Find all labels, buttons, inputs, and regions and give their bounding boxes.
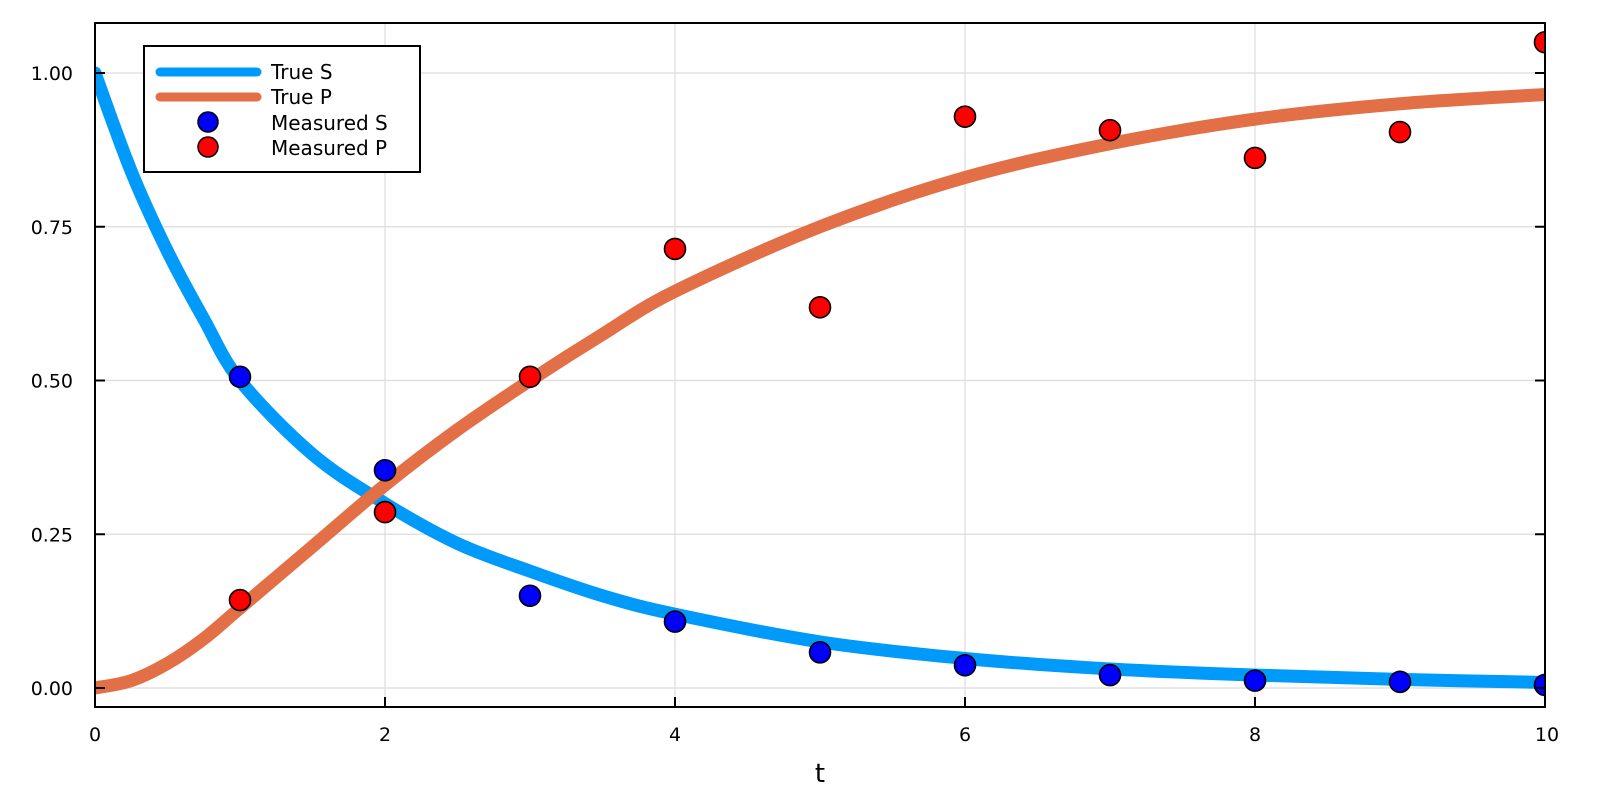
marker-measured-p <box>518 365 542 389</box>
x-tick-label: 2 <box>379 724 391 746</box>
legend-marker-measured-s-icon <box>197 111 219 133</box>
marker-measured-s <box>663 610 687 633</box>
x-tick-label: 6 <box>959 724 971 746</box>
x-tick-label: 10 <box>1535 724 1559 746</box>
y-tick-label: 0.25 <box>31 524 73 546</box>
marker-measured-p <box>1388 120 1412 144</box>
marker-measured-s <box>808 641 832 664</box>
marker-measured-s <box>1388 670 1412 694</box>
series-lines <box>95 66 1545 695</box>
x-tick-label: 0 <box>89 724 101 746</box>
marker-measured-p <box>1533 30 1545 54</box>
marker-measured-s <box>953 653 977 677</box>
legend-label-measured-p: Measured P <box>271 136 387 160</box>
marker-measured-s <box>373 458 397 482</box>
marker-measured-s <box>1098 663 1122 687</box>
y-axis-tick-labels: 0.00 0.25 0.50 0.75 1.00 <box>31 63 73 700</box>
y-tick-label: 0.00 <box>31 678 73 700</box>
legend-marker-measured-p-icon <box>197 136 219 158</box>
series-points <box>228 30 1545 697</box>
y-tick-label: 1.00 <box>31 63 73 85</box>
legend-box <box>143 45 421 173</box>
line-true-p <box>95 88 1545 695</box>
legend-label-true-s: True S <box>270 60 333 84</box>
marker-measured-p <box>228 588 252 612</box>
legend: True S True P Measured S Measured P <box>143 45 421 173</box>
x-axis-title: t <box>815 759 825 789</box>
marker-measured-p <box>663 237 687 261</box>
marker-measured-s <box>1243 669 1267 692</box>
marker-measured-p <box>808 296 832 319</box>
marker-measured-s <box>1533 673 1545 697</box>
marker-measured-s <box>228 365 252 389</box>
marker-measured-p <box>1098 118 1122 142</box>
marker-measured-s <box>518 584 542 608</box>
y-tick-label: 0.50 <box>31 371 73 393</box>
legend-label-true-p: True P <box>270 85 332 109</box>
legend-label-measured-s: Measured S <box>271 111 388 135</box>
x-tick-label: 8 <box>1249 724 1261 746</box>
marker-measured-p <box>373 500 397 524</box>
y-tick-label: 0.75 <box>31 217 73 239</box>
x-axis-tick-labels: 0 2 4 6 8 10 <box>89 724 1559 746</box>
plot-frame <box>94 22 1546 708</box>
line-true-s <box>95 66 1545 689</box>
marker-measured-p <box>1243 146 1267 170</box>
x-tick-label: 4 <box>669 724 681 746</box>
axis-ticks <box>94 72 1546 707</box>
marker-measured-p <box>953 105 977 128</box>
